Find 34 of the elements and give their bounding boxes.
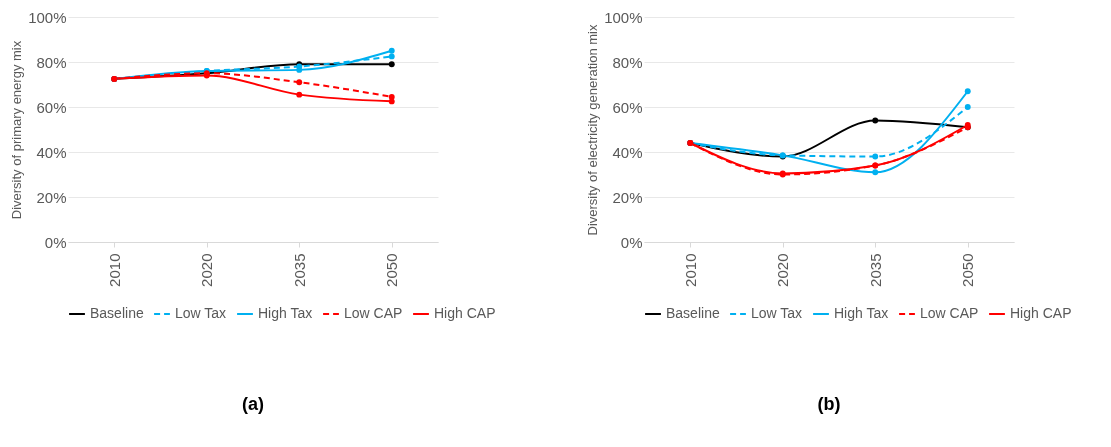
- legend-label: High Tax: [258, 305, 313, 321]
- legend-label: Baseline: [666, 305, 720, 321]
- x-tick-label: 2010: [681, 253, 699, 287]
- x-tick-label: 2035: [866, 253, 884, 287]
- x-tick-label: 2010: [105, 253, 123, 287]
- y-tick-label: 60%: [612, 98, 643, 116]
- legend-label: Low CAP: [920, 305, 979, 321]
- y-tick-label: 60%: [36, 98, 67, 116]
- y-tick-label: 0%: [620, 233, 643, 251]
- text: (b): [817, 394, 841, 414]
- legend-label: Low CAP: [344, 305, 403, 321]
- x-tick-label: 2035: [290, 253, 308, 287]
- x-tick-label: 2050: [383, 253, 401, 287]
- x-tick-label: 2050: [959, 253, 977, 287]
- x-tick-label: 2020: [198, 253, 216, 287]
- y-tick-label: 20%: [612, 188, 643, 206]
- x-tick-label: 2020: [774, 253, 792, 287]
- y-tick-label: 20%: [36, 188, 67, 206]
- legend-label: High Tax: [834, 305, 889, 321]
- legend-label: High CAP: [434, 305, 496, 321]
- y-axis-title: Diversity of primary energy mix: [9, 40, 25, 220]
- y-tick-label: 100%: [28, 8, 67, 26]
- y-tick-label: 80%: [36, 53, 67, 71]
- text: (a): [242, 394, 264, 414]
- y-tick-label: 80%: [612, 53, 643, 71]
- legend-label: Low Tax: [751, 305, 803, 321]
- y-tick-label: 40%: [36, 143, 67, 161]
- legend-label: Baseline: [90, 305, 144, 321]
- y-tick-label: 40%: [612, 143, 643, 161]
- legend-label: Low Tax: [175, 305, 227, 321]
- legend-label: High CAP: [1010, 305, 1072, 321]
- y-axis-title: Diversity of electricity generation mix: [585, 24, 601, 236]
- y-tick-label: 100%: [604, 8, 643, 26]
- y-tick-label: 0%: [44, 233, 67, 251]
